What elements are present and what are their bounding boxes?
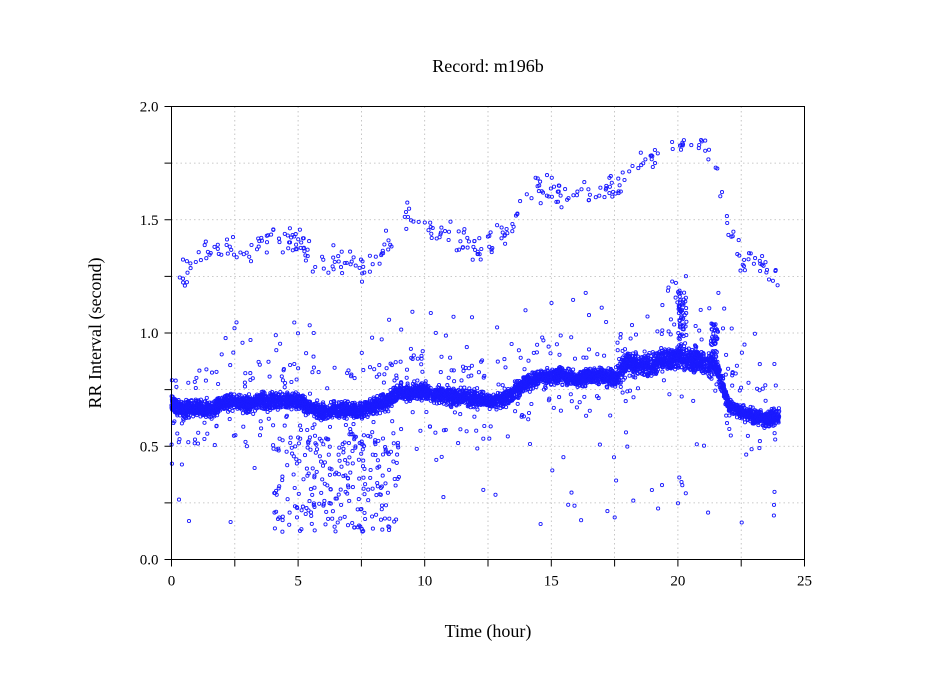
data-point [711, 372, 716, 377]
grid [171, 106, 805, 560]
data-point [344, 416, 349, 421]
data-point [767, 422, 772, 427]
data-point [396, 388, 401, 393]
data-point [251, 411, 256, 416]
data-point [606, 380, 611, 385]
data-point [384, 407, 389, 412]
data-point [365, 414, 370, 419]
data-point [321, 411, 326, 417]
data-point [230, 396, 235, 401]
data-point [499, 402, 505, 407]
data-point [713, 353, 718, 358]
data-point [240, 411, 245, 416]
data-point [665, 365, 670, 370]
data-points [169, 138, 782, 534]
data-point [407, 398, 413, 404]
data-point [659, 346, 664, 351]
data-point [352, 400, 357, 405]
data-point [605, 385, 610, 390]
chart-title: Record: m196b [432, 56, 543, 76]
data-point [699, 349, 704, 355]
data-point [654, 371, 659, 376]
data-point [627, 373, 632, 378]
data-point [583, 384, 588, 389]
data-point [179, 399, 184, 404]
data-point [405, 381, 410, 386]
data-point [189, 398, 194, 403]
data-point [246, 408, 251, 413]
data-point [673, 367, 678, 372]
data-point [289, 407, 294, 412]
data-point [464, 400, 469, 405]
data-point [671, 356, 676, 361]
data-point [690, 358, 695, 363]
data-point [771, 423, 776, 428]
data-point [648, 356, 653, 361]
data-point [756, 423, 761, 428]
data-point [622, 375, 628, 380]
data-point [244, 394, 249, 399]
data-point [319, 418, 324, 423]
data-point [581, 379, 587, 384]
data-point [246, 392, 252, 397]
data-point [545, 368, 550, 373]
data-point [423, 379, 428, 384]
data-point [377, 411, 383, 416]
data-point [742, 420, 748, 425]
data-point [204, 395, 209, 400]
data-point [415, 378, 420, 383]
data-point [374, 411, 379, 416]
data-point [642, 349, 647, 354]
data-point [616, 364, 621, 369]
data-point [739, 416, 744, 421]
data-point [374, 410, 379, 415]
data-point [404, 399, 409, 404]
data-point [458, 385, 463, 390]
data-point [660, 369, 665, 374]
data-point [462, 385, 467, 390]
data-point [773, 410, 778, 415]
data-point [545, 365, 550, 371]
data-point [662, 347, 667, 352]
data-point [493, 394, 498, 399]
data-point [750, 405, 755, 410]
data-point [230, 408, 235, 413]
data-point [466, 403, 471, 408]
data-point [449, 405, 454, 410]
data-point [494, 407, 499, 412]
data-point [692, 370, 697, 375]
